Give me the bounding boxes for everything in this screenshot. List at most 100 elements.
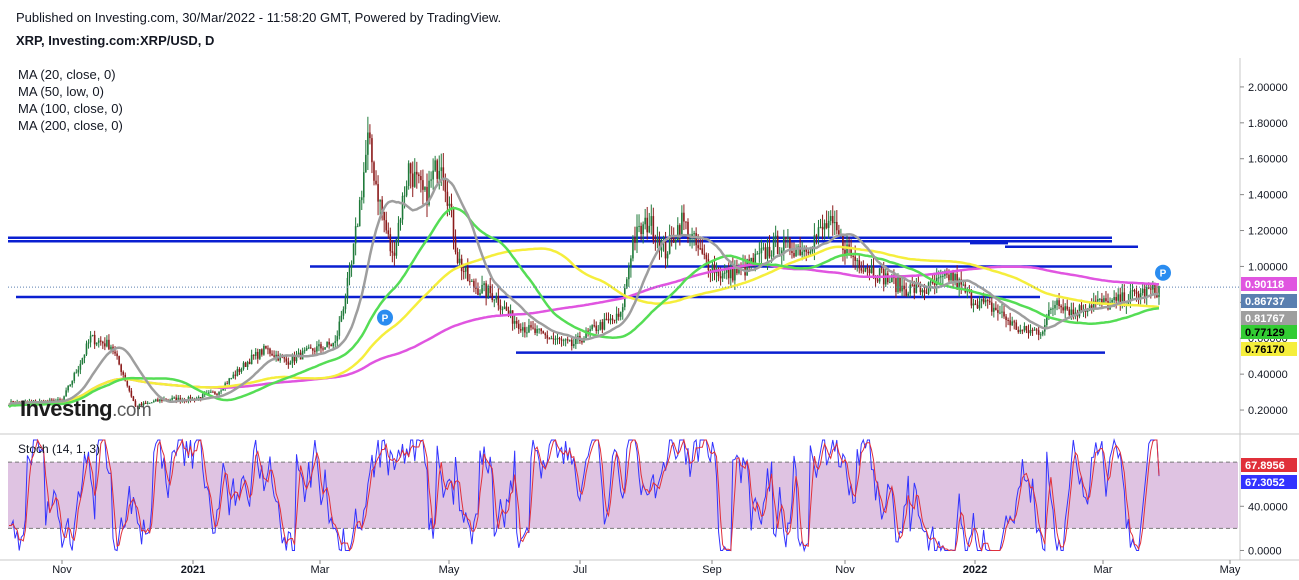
candle-body-422: [868, 269, 871, 274]
candle-body-418: [860, 268, 863, 271]
candle-body-490: [1007, 319, 1009, 321]
candle-body-365: [752, 257, 755, 264]
candle-body-454: [933, 283, 936, 286]
candle-body-333: [687, 221, 689, 240]
candle-body-420: [864, 267, 867, 272]
x-tick-label-3: May: [439, 564, 460, 576]
candle-body-469: [964, 284, 967, 293]
candle-body-291: [601, 322, 604, 330]
candle-body-278: [575, 337, 577, 345]
candle-body-174: [362, 172, 365, 198]
candle-body-142: [297, 352, 300, 356]
candle-body-247: [511, 310, 514, 324]
candle-body-52: [114, 351, 116, 354]
candle-body-73: [157, 399, 159, 402]
published-line: Published on Investing.com, 30/Mar/2022 …: [16, 10, 502, 25]
candle-body-295: [609, 318, 612, 321]
candle-body-136: [285, 358, 288, 362]
candle-body-424: [872, 266, 875, 277]
candle-body-207: [430, 179, 432, 181]
stoch-legend[interactable]: Stoch (14, 1, 3): [18, 442, 101, 456]
candle-body-299: [617, 313, 620, 317]
ma-legend-item-200[interactable]: MA (200, close, 0): [18, 118, 123, 133]
ma-legend-item-50[interactable]: MA (50, low, 0): [18, 84, 104, 99]
candle-body-61: [132, 396, 135, 401]
candle-body-229: [475, 287, 477, 289]
candle-body-135: [283, 357, 286, 359]
candle-body-109: [230, 378, 233, 380]
ma-legend-item-100[interactable]: MA (100, close, 0): [18, 101, 123, 116]
ma-legend: MA (20, close, 0) MA (50, low, 0) MA (10…: [18, 66, 123, 134]
candle-body-317: [654, 239, 657, 241]
candle-body-559: [1147, 287, 1150, 289]
candle-body-101: [214, 391, 216, 394]
candle-body-152: [318, 344, 320, 347]
candle-body-56: [122, 371, 124, 375]
candle-body-196: [407, 163, 410, 186]
candle-body-522: [1072, 309, 1075, 315]
stoch-tick-label-1: 40.0000: [1248, 501, 1288, 513]
candle-body-260: [538, 328, 540, 330]
candle-body-504: [1035, 329, 1038, 331]
candle-body-443: [911, 284, 914, 286]
candle-body-368: [758, 253, 761, 255]
candle-body-554: [1137, 293, 1140, 299]
candle-body-121: [254, 351, 257, 356]
candle-body-303: [626, 279, 628, 289]
candle-body-397: [817, 227, 820, 237]
candle-body-279: [577, 335, 579, 338]
candle-body-133: [279, 355, 281, 361]
candle-body-396: [815, 235, 818, 237]
candle-body-453: [931, 281, 934, 284]
candle-body-254: [526, 332, 528, 334]
candle-body-71: [152, 401, 155, 403]
candle-body-115: [242, 362, 245, 369]
candle-body-176: [367, 132, 369, 155]
candle-body-531: [1090, 305, 1093, 308]
y-tick-label-5: 1.20000: [1248, 226, 1288, 238]
x-tick-label-1: 2021: [181, 564, 205, 576]
candle-body-36: [81, 358, 84, 364]
candle-body-171: [356, 226, 359, 228]
candle-body-175: [365, 154, 367, 173]
x-tick-label-4: Jul: [573, 564, 587, 576]
candle-body-233: [483, 283, 485, 285]
candle-body-146: [305, 348, 308, 351]
candle-body-84: [179, 397, 182, 402]
candle-body-337: [695, 233, 697, 246]
candle-body-249: [515, 320, 518, 324]
y-tick-label-4: 1.00000: [1248, 261, 1288, 273]
candle-body-199: [413, 171, 416, 187]
candle-body-356: [734, 268, 736, 281]
candle-body-480: [986, 300, 989, 302]
candle-body-547: [1123, 292, 1126, 306]
candle-body-221: [458, 258, 461, 264]
candle-body-114: [240, 368, 243, 372]
candle-body-502: [1031, 329, 1034, 331]
ma-legend-item-20[interactable]: MA (20, close, 0): [18, 67, 116, 82]
candle-body-241: [499, 305, 502, 310]
candle-body-329: [679, 225, 681, 235]
candle-body-371: [764, 247, 767, 259]
candle-body-158: [330, 344, 332, 347]
candle-body-520: [1068, 309, 1071, 316]
candle-body-326: [672, 235, 675, 243]
candle-body-284: [587, 330, 589, 332]
candle-body-553: [1135, 291, 1138, 294]
candle-body-25: [59, 399, 61, 401]
candle-body-95: [201, 394, 204, 399]
candle-body-184: [383, 212, 385, 221]
candle-body-223: [462, 271, 465, 273]
candle-body-156: [326, 341, 328, 348]
candle-body-137: [287, 361, 290, 365]
candle-body-232: [481, 284, 483, 294]
candle-body-411: [846, 244, 848, 255]
candle-body-98: [208, 392, 210, 394]
candle-body-436: [897, 277, 899, 293]
candle-body-336: [693, 233, 695, 235]
candle-body-292: [603, 318, 606, 330]
candle-body-108: [228, 378, 231, 384]
candle-body-468: [962, 284, 965, 286]
x-tick-label-7: 2022: [963, 564, 987, 576]
